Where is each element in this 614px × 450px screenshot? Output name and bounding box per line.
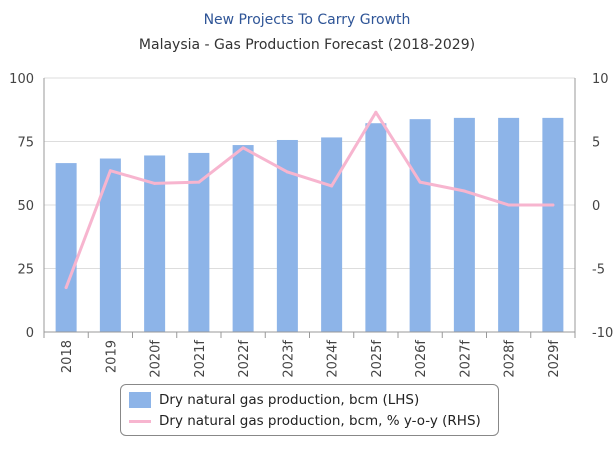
y-right-tick-label: 10 — [592, 72, 609, 87]
legend-label-line: Dry natural gas production, bcm, % y-o-y… — [159, 413, 481, 429]
chart-subtitle: Malaysia - Gas Production Forecast (2018… — [138, 37, 476, 53]
bar — [453, 117, 475, 333]
line-point — [330, 184, 334, 188]
line-series — [64, 110, 555, 290]
y-left-tick-label: 75 — [17, 136, 34, 151]
legend-bar-swatch — [129, 392, 151, 408]
bar — [232, 145, 254, 332]
y-right-tick-label: 0 — [592, 199, 600, 214]
legend-item-bars: Dry natural gas production, bcm (LHS) — [129, 390, 419, 410]
line-point — [462, 189, 466, 193]
y-left-tick-label: 0 — [26, 326, 34, 341]
line-point — [197, 180, 201, 184]
bar — [498, 117, 520, 333]
axes — [43, 78, 576, 338]
line-point — [153, 181, 157, 185]
chart-area: 0 25 50 75 100 -10 -5 0 5 10 2018 2019 2020f 2021f 202… — [9, 72, 613, 378]
bar — [365, 123, 387, 332]
x-tick-label: 2028f — [503, 340, 518, 378]
y-left-tick-label: 25 — [17, 263, 34, 278]
chart-title: New Projects To Carry Growth — [203, 12, 411, 28]
x-tick-label: 2019 — [104, 340, 119, 373]
line-point — [64, 286, 68, 290]
legend-line-swatch — [129, 419, 151, 423]
x-tick-label: 2020f — [149, 340, 164, 378]
x-tick-label: 2027f — [458, 340, 473, 378]
bar — [144, 155, 166, 332]
y-left-tick-label: 100 — [9, 72, 34, 87]
line-point — [285, 170, 289, 174]
x-tick-label: 2025f — [370, 340, 385, 378]
bar-series — [55, 117, 564, 333]
x-tick-label: 2024f — [326, 340, 341, 378]
tick-labels: 0 25 50 75 100 -10 -5 0 5 10 2018 2019 2020f 2021f 202… — [9, 72, 613, 378]
yoy-growth-line — [64, 110, 555, 290]
bar — [409, 119, 431, 332]
bar — [55, 163, 77, 332]
line-point — [551, 203, 555, 207]
bar — [321, 137, 343, 332]
bar — [188, 152, 210, 332]
y-right-tick-label: -5 — [592, 263, 605, 278]
line-point — [241, 146, 245, 150]
x-tick-label: 2026f — [414, 340, 429, 378]
x-tick-label: 2023f — [281, 340, 296, 378]
y-right-tick-label: 5 — [592, 136, 600, 151]
bar — [542, 117, 564, 333]
line-point — [507, 203, 511, 207]
x-tick-label: 2018 — [60, 340, 75, 373]
line-point — [374, 110, 378, 114]
legend-label-bars: Dry natural gas production, bcm (LHS) — [159, 392, 420, 408]
line-point — [418, 180, 422, 184]
x-tick-label: 2022f — [237, 340, 252, 378]
legend: Dry natural gas production, bcm (LHS) Dr… — [120, 384, 499, 436]
line-point — [108, 169, 112, 173]
x-tick-label: 2029f — [547, 340, 562, 378]
y-right-tick-label: -10 — [592, 326, 613, 341]
bar — [99, 158, 121, 332]
x-tick-label: 2021f — [193, 340, 208, 378]
bar — [276, 139, 298, 332]
legend-item-line: Dry natural gas production, bcm, % y-o-y… — [129, 411, 481, 431]
y-left-tick-label: 50 — [17, 199, 34, 214]
gridlines — [44, 77, 575, 269]
